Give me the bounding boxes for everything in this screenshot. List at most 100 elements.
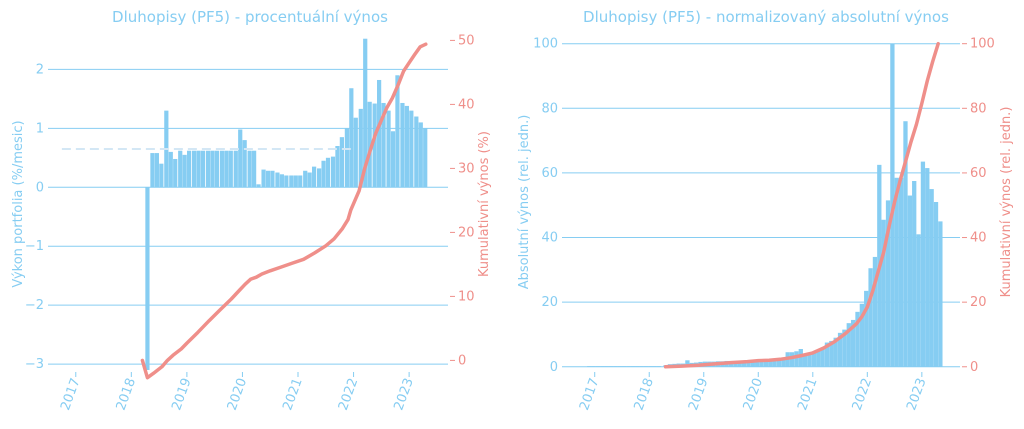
y-tick-label: −3 <box>25 357 44 372</box>
y-tick-label: 40 <box>541 231 558 246</box>
chart-title: Dluhopisy (PF5) - procentuální výnos <box>112 8 388 26</box>
bar <box>182 154 187 188</box>
bar <box>372 103 377 188</box>
bar <box>872 256 878 367</box>
bar <box>358 108 363 188</box>
bar <box>279 174 284 188</box>
bar <box>755 360 760 367</box>
bar <box>219 150 224 188</box>
bar <box>630 366 636 367</box>
bar <box>339 137 344 188</box>
bar <box>317 168 322 188</box>
bar <box>238 129 243 188</box>
bar <box>367 101 372 188</box>
y2-tick-label: 30 <box>458 161 475 176</box>
bar <box>400 102 405 188</box>
bar <box>192 150 197 188</box>
bar <box>855 311 860 367</box>
y-tick-label: −1 <box>25 239 44 254</box>
y2-tick-label: 40 <box>970 231 987 246</box>
y2-axis-label: Kumulativní výnos (rel. jedn.) <box>999 107 1014 298</box>
bar <box>423 128 428 188</box>
y-tick-label: 0 <box>550 360 558 375</box>
x-ticks: 2017 2018 2019 2020 2021 2022 2023 <box>577 372 930 412</box>
bar <box>390 131 396 188</box>
y2-tick-label: 0 <box>458 353 466 368</box>
bar <box>414 116 419 188</box>
bar <box>789 352 795 367</box>
bar <box>803 353 808 367</box>
bar <box>298 175 303 188</box>
y-tick-label: −2 <box>25 298 44 313</box>
y-tick-label: 0 <box>36 180 44 195</box>
bar <box>741 360 747 367</box>
bar <box>363 38 368 188</box>
bar <box>626 366 631 367</box>
bar <box>903 121 908 367</box>
bar-series <box>145 38 428 370</box>
y2-tick-label: 20 <box>970 295 987 310</box>
bar <box>807 353 812 367</box>
bar <box>912 181 917 367</box>
x-tick-label: 2020 <box>741 376 766 412</box>
bar <box>685 360 690 367</box>
gridlines <box>48 68 448 365</box>
bar <box>763 359 769 367</box>
bar <box>409 110 414 188</box>
bar <box>293 175 298 188</box>
bar <box>643 366 649 367</box>
bar <box>178 150 183 188</box>
bar <box>242 140 247 188</box>
bar <box>746 360 751 367</box>
x-tick-label: 2021 <box>280 376 305 412</box>
bar <box>187 150 192 188</box>
bar <box>381 102 386 188</box>
bar <box>600 366 605 367</box>
cumulative-series <box>663 41 940 369</box>
bar <box>635 366 640 367</box>
x-tick-label: 2018 <box>632 376 657 412</box>
x-tick-label: 2022 <box>850 376 875 412</box>
bar <box>816 350 821 367</box>
bar <box>907 195 912 367</box>
y2-tick-label: 10 <box>458 289 475 304</box>
x-tick-label: 2022 <box>336 376 361 412</box>
y2-tick-label: 100 <box>970 37 995 52</box>
bar <box>214 150 219 188</box>
bar <box>233 150 238 188</box>
x-tick-label: 2017 <box>58 376 83 412</box>
bar <box>289 175 294 188</box>
bar <box>864 290 869 367</box>
bar <box>868 268 873 367</box>
bar <box>881 219 886 367</box>
x-tick-label: 2018 <box>114 376 139 412</box>
y-axis-label: Absolutní výnos (rel. jedn.) <box>517 115 532 290</box>
bar <box>307 172 312 188</box>
bar <box>837 332 843 367</box>
bar <box>639 366 644 367</box>
bar <box>929 189 934 367</box>
y2-tick-label: 80 <box>970 101 987 116</box>
bar <box>196 150 201 188</box>
bar <box>622 366 627 367</box>
y2-axis-label: Kumulativní výnos (%) <box>477 131 492 277</box>
bar <box>168 151 173 188</box>
y-ticks: 0 20 40 60 80 100 <box>533 37 558 375</box>
bar <box>916 234 921 367</box>
bar <box>353 117 358 188</box>
y-ticks: −3 −2 −1 0 1 2 <box>25 62 44 372</box>
bar <box>772 359 777 367</box>
bar <box>768 359 773 367</box>
bar <box>145 187 150 370</box>
bar <box>261 169 266 188</box>
bar <box>781 357 786 367</box>
bar <box>648 366 653 367</box>
x-tick-label: 2019 <box>169 376 194 412</box>
y2-tick-label: 0 <box>970 360 978 375</box>
bar <box>330 156 336 188</box>
y-tick-label: 2 <box>36 62 44 77</box>
y2-tick-label: 60 <box>970 166 987 181</box>
bar <box>349 88 354 188</box>
bar <box>265 170 271 188</box>
bar <box>344 128 349 188</box>
